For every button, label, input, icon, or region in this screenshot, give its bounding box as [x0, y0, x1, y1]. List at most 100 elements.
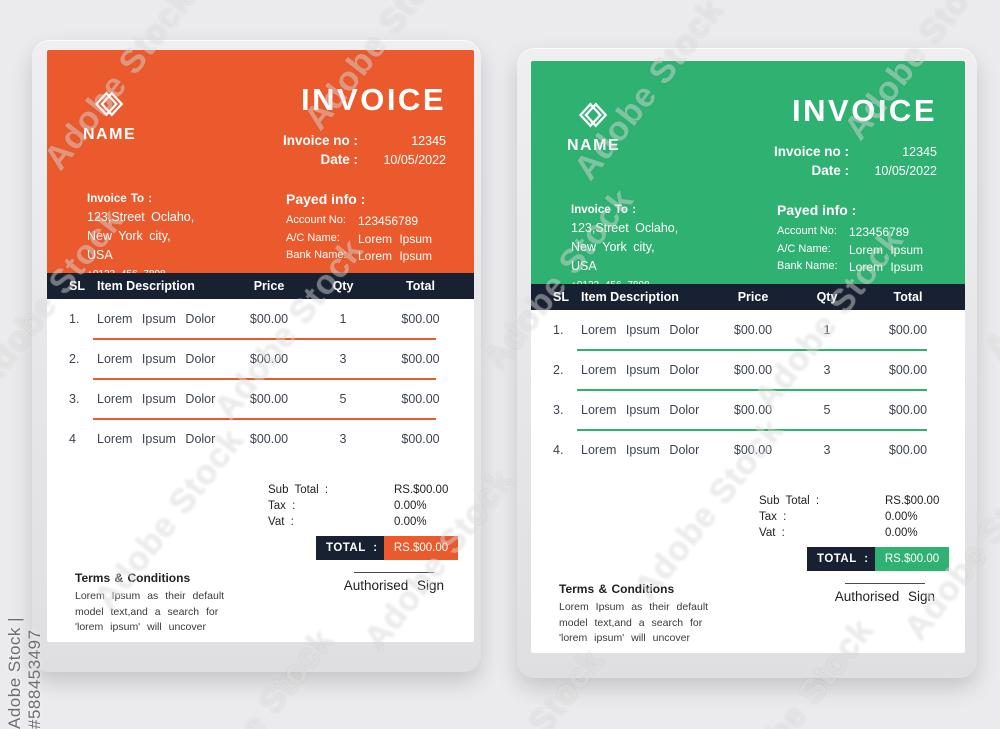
- row-total: $00.00: [888, 363, 928, 377]
- bank-name-label: Bank Name:: [286, 249, 347, 261]
- subtotal-value: RS.$00.00: [885, 495, 940, 507]
- col-qty: Qty: [816, 290, 838, 304]
- payed-info-label: Payed info :: [286, 191, 366, 207]
- subtotal-label: Sub Total :: [268, 484, 329, 496]
- terms-line: Lorem Ipsum as their default: [75, 590, 225, 603]
- row-total: $00.00: [401, 352, 440, 366]
- bill-to-line: USA: [87, 247, 113, 262]
- brand-name: NAME: [567, 137, 621, 154]
- payed-info-label: Payed info :: [777, 202, 857, 218]
- table-row: 1. Lorem Ipsum Dolor $00.00 1 $00.00: [47, 300, 474, 338]
- row-price: $00.00: [733, 363, 773, 377]
- row-description: Lorem Ipsum Dolor: [97, 312, 216, 326]
- row-price: $00.00: [733, 323, 773, 337]
- row-total: $00.00: [401, 432, 440, 446]
- row-qty: 3: [339, 432, 347, 446]
- col-sl: SL: [553, 290, 569, 304]
- bill-to-block: Invoice To : 123,Street Oclaho, New York…: [571, 202, 678, 293]
- row-price: $00.00: [249, 432, 289, 446]
- row-qty: 1: [823, 323, 831, 337]
- row-qty: 3: [339, 352, 347, 366]
- authorised-sign-block: Authorised Sign: [835, 583, 935, 646]
- row-sl: 1.: [553, 323, 564, 337]
- invoice-no-row: Invoice no : 12345: [774, 144, 937, 159]
- footer-row: Terms & Conditions Lorem Ipsum as their …: [531, 581, 965, 646]
- ac-name-value: Lorem Ipsum: [849, 242, 924, 257]
- terms-line: 'lorem ipsum' will uncover: [559, 631, 690, 644]
- row-price: $00.00: [733, 443, 773, 457]
- authorised-sign-block: Authorised Sign: [344, 572, 444, 635]
- totals-block: Sub Total : RS.$00.00 Tax : 0.00% Vat : …: [268, 480, 458, 560]
- vat-label: Vat :: [268, 516, 294, 528]
- account-no-value: 123456789: [849, 225, 910, 239]
- table-row: 2. Lorem Ipsum Dolor $00.00 3 $00.00: [47, 340, 474, 378]
- header-top-row: NAME INVOICE Invoice no : 12345 Date : 1…: [75, 74, 446, 167]
- invoice-card-orange: NAME INVOICE Invoice no : 12345 Date : 1…: [32, 40, 481, 672]
- row-price: $00.00: [249, 392, 289, 406]
- bill-to-line: New York city,: [571, 240, 655, 254]
- invoice-meta: Invoice no : 12345 Date : 10/05/2022: [283, 133, 446, 167]
- grand-total-label: TOTAL :: [316, 536, 384, 560]
- vat-row: Vat : 0.00%: [759, 527, 949, 539]
- terms-line: model text,and a search for: [75, 605, 219, 618]
- table-row: 2. Lorem Ipsum Dolor $00.00 3 $00.00: [531, 351, 965, 389]
- invoice-meta: Invoice no : 12345 Date : 10/05/2022: [774, 144, 937, 178]
- payed-info-row: Bank Name: Lorem Ipsum: [286, 249, 446, 263]
- invoice-no-row: Invoice no : 12345: [283, 133, 446, 148]
- invoice-no-label: Invoice no :: [773, 144, 849, 159]
- table-row: 4 Lorem Ipsum Dolor $00.00 3 $00.00: [47, 420, 474, 458]
- grand-total-box: TOTAL : RS.$00.00: [807, 547, 949, 571]
- invoice-title: INVOICE: [301, 82, 446, 117]
- header-bottom-row: Invoice To : 123,Street Oclaho, New York…: [559, 202, 937, 293]
- invoice-header-orange: NAME INVOICE Invoice no : 12345 Date : 1…: [47, 50, 474, 280]
- terms-line: 'lorem ipsum' will uncover: [75, 620, 206, 633]
- tax-row: Tax : 0.00%: [759, 511, 949, 523]
- table-row: 4. Lorem Ipsum Dolor $00.00 3 $00.00: [531, 431, 965, 469]
- row-qty: 3: [823, 443, 831, 457]
- brand-name: NAME: [83, 126, 137, 143]
- totals-block: Sub Total : RS.$00.00 Tax : 0.00% Vat : …: [759, 491, 949, 571]
- terms-line: Lorem Ipsum as their default: [559, 601, 709, 614]
- bill-to-label: Invoice To :: [571, 204, 637, 216]
- row-sl: 2.: [553, 363, 564, 377]
- header-right: INVOICE Invoice no : 12345 Date : 10/05/…: [774, 95, 937, 178]
- adobe-stock-watermark: Adobe Stock: [976, 171, 1000, 368]
- table-header: SL Item Description Price Qty Total: [47, 273, 474, 299]
- row-description: Lorem Ipsum Dolor: [97, 352, 216, 366]
- row-qty: 1: [339, 312, 347, 326]
- row-description: Lorem Ipsum Dolor: [97, 392, 216, 406]
- table-row: 3. Lorem Ipsum Dolor $00.00 5 $00.00: [531, 391, 965, 429]
- row-qty: 5: [339, 392, 347, 406]
- row-description: Lorem Ipsum Dolor: [581, 443, 700, 457]
- table-body: 1. Lorem Ipsum Dolor $00.00 1 $00.00 2. …: [531, 310, 965, 469]
- terms-line: model text,and a search for: [559, 616, 703, 629]
- col-price: Price: [253, 279, 285, 293]
- subtotal-row: Sub Total : RS.$00.00: [759, 495, 949, 507]
- row-separator: [93, 378, 436, 380]
- invoice-header-green: NAME INVOICE Invoice no : 12345 Date : 1…: [531, 61, 965, 291]
- row-description: Lorem Ipsum Dolor: [581, 363, 700, 377]
- col-description: Item Description: [97, 279, 195, 293]
- date-label: Date :: [811, 163, 849, 178]
- col-price: Price: [737, 290, 769, 304]
- col-qty: Qty: [332, 279, 354, 293]
- row-price: $00.00: [249, 352, 289, 366]
- col-total: Total: [406, 279, 435, 293]
- subtotal-label: Sub Total :: [759, 495, 820, 507]
- brand-block: NAME: [83, 86, 136, 167]
- bill-to-line: USA: [571, 258, 597, 273]
- date-value: 10/05/2022: [874, 164, 937, 178]
- vat-value: 0.00%: [394, 516, 427, 528]
- row-sl: 3.: [69, 392, 80, 406]
- bank-name-label: Bank Name:: [777, 260, 838, 272]
- terms-block: Terms & Conditions Lorem Ipsum as their …: [75, 570, 285, 635]
- payed-info-row: Bank Name: Lorem Ipsum: [777, 260, 937, 274]
- row-sl: 3.: [553, 403, 564, 417]
- payed-info-block: Payed info : Account No: 123456789 A/C N…: [286, 191, 446, 282]
- payed-info-block: Payed info : Account No: 123456789 A/C N…: [777, 202, 937, 293]
- account-no-label: Account No:: [777, 225, 837, 237]
- authorised-sign-label: Authorised Sign: [834, 589, 935, 604]
- bill-to-label: Invoice To :: [87, 193, 153, 205]
- row-sl: 4: [69, 432, 76, 446]
